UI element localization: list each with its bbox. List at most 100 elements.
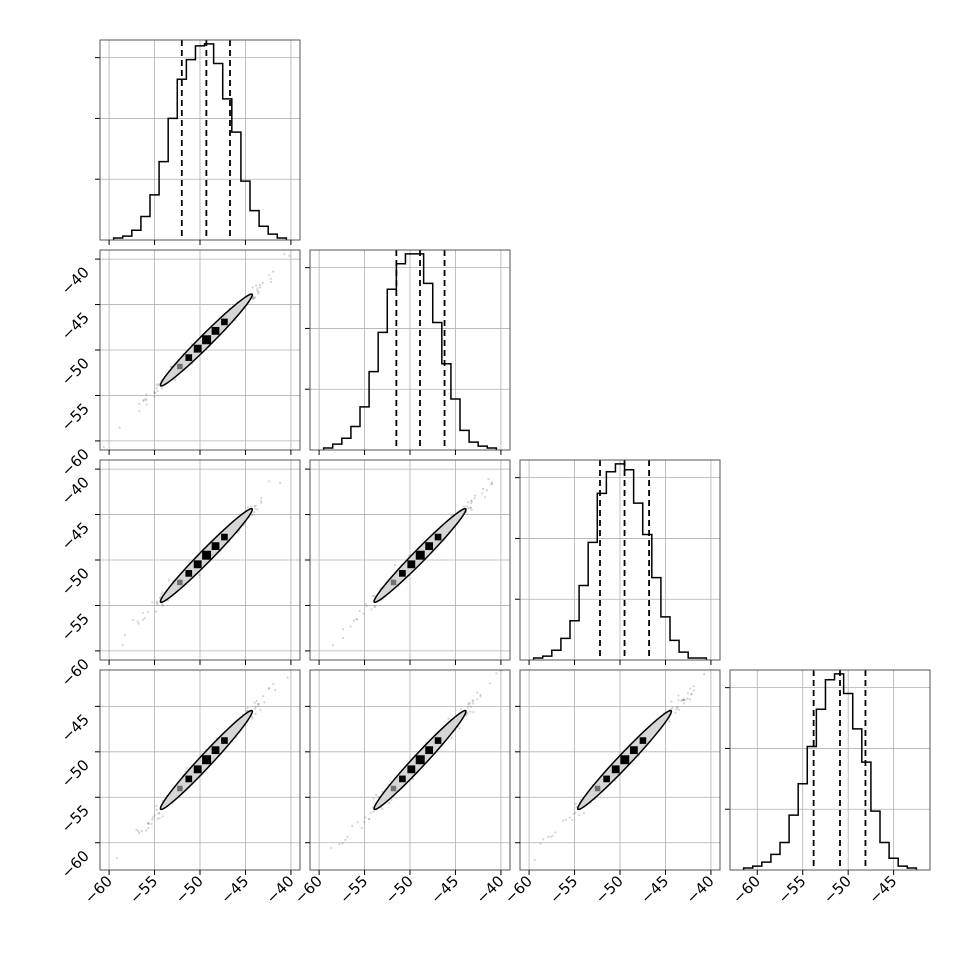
sample-point [145,393,148,396]
sample-point [155,383,158,386]
sample-point [252,297,255,300]
x-tick-label: −45 [865,872,900,907]
sample-point [358,609,361,613]
density-core [603,775,610,783]
sample-point [690,693,693,696]
sample-point [675,708,678,711]
scatter-panel-3-2: −60 −55 −50 −45 −40 [501,666,721,907]
density-core [399,570,406,577]
sample-point [250,715,253,719]
sample-point [381,790,384,793]
x-tick-label: −60 [729,872,764,907]
sample-point [707,666,709,668]
sample-point [459,708,463,711]
sample-point [102,445,105,449]
sample-point [142,399,145,403]
sample-point [167,579,170,582]
sample-point [671,706,674,709]
sample-point [681,699,684,702]
sample-point [156,389,159,393]
sample-point [256,508,259,511]
sample-point [469,710,472,713]
sample-point [381,807,384,811]
x-tick-label: −55 [546,872,581,907]
sample-point [469,506,472,509]
sample-point [364,603,367,606]
sample-point [483,496,486,499]
y-tick-label: −55 [58,801,93,836]
sample-point [692,689,695,692]
scatter-panel-3-0: −60 −55 −50 −45 −40 −60 −55 −50 −45 [58,669,301,907]
sample-point [151,601,154,604]
sample-point [495,672,498,675]
sample-point [272,270,275,273]
sample-point [254,705,257,708]
y-tick-label: −50 [58,756,93,791]
sample-point [447,717,450,720]
density-core [399,775,406,783]
sample-point [373,594,376,597]
sample-point [479,693,482,696]
sample-point [254,504,257,507]
sample-point [245,709,249,712]
sample-point [450,736,453,740]
sample-point [253,701,256,704]
sample-point [254,707,257,710]
sample-point [675,706,678,709]
sample-point [161,603,164,606]
y-tick-label: −60 [58,655,93,690]
y-tick-label: −50 [58,354,93,389]
density-core [185,775,193,783]
sample-point [161,815,164,818]
sample-point [372,797,375,800]
sample-point [153,395,156,398]
sample-point [411,777,415,780]
sample-point [346,835,349,839]
x-tick-label: −40 [683,872,718,907]
sample-point [267,687,271,690]
sample-point [674,711,677,714]
sample-point [549,835,552,838]
sample-point [356,618,359,621]
x-tick-label: −45 [217,872,252,907]
histogram-panel-0 [95,39,301,245]
sample-point [330,846,333,850]
x-tick-label: −45 [637,872,672,907]
sample-point [467,501,470,504]
sample-point [682,702,686,705]
sample-point [582,812,586,815]
x-tick-label: −60 [81,872,116,907]
sample-point [155,804,158,808]
sample-point [261,281,264,284]
sample-point [677,708,681,712]
sample-point [135,828,138,831]
sample-point [137,622,140,625]
sample-point [260,501,263,504]
sample-point [256,287,259,290]
sample-point [490,481,494,484]
density-core [185,354,193,361]
density-core [390,579,397,586]
sample-point [155,600,159,604]
sample-point [155,808,158,811]
sample-point [152,816,155,819]
sample-point [269,277,272,280]
sample-point [250,505,253,508]
sample-point [158,817,161,820]
sample-point [562,819,565,822]
sample-point [147,827,150,830]
sample-point [250,514,254,517]
sample-point [253,511,256,514]
sample-point [572,812,575,816]
sample-point [677,698,680,702]
sample-point [270,280,273,283]
sample-point [115,856,118,860]
sample-point [263,701,266,704]
sample-point [463,505,466,508]
density-core [611,765,620,774]
sample-point [279,481,282,484]
sample-point [145,398,148,401]
sample-point [487,477,490,481]
density-core [620,755,630,765]
